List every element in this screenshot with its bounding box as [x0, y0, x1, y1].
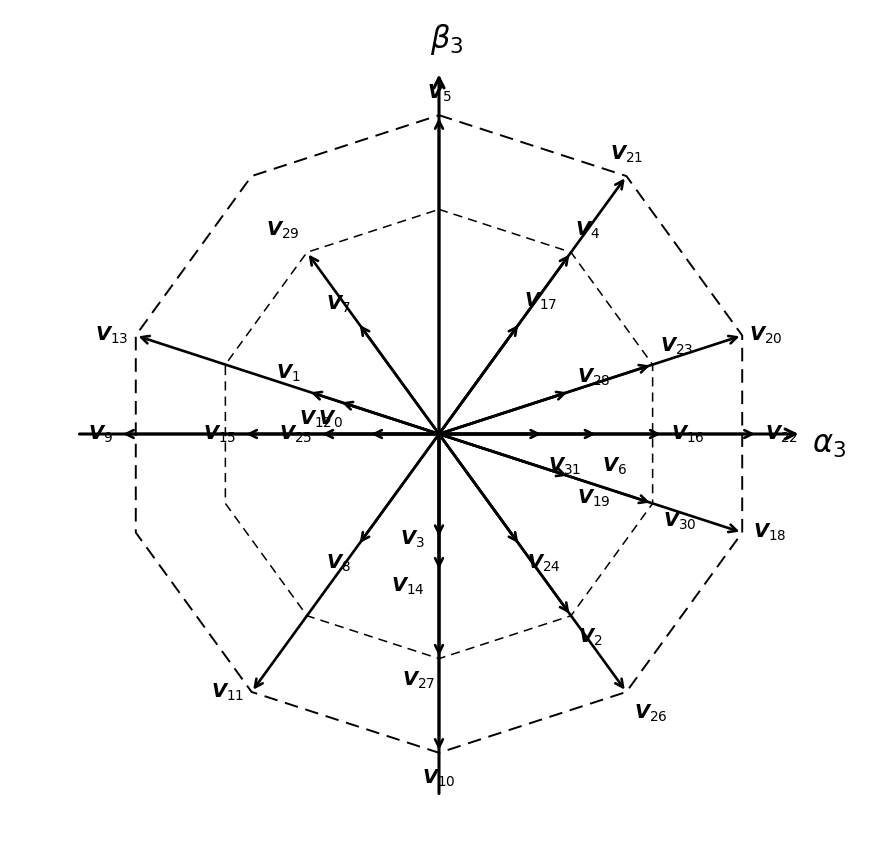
Text: $\boldsymbol{V}_{9}$: $\boldsymbol{V}_{9}$: [88, 424, 113, 444]
Text: $\boldsymbol{V}_{4}$: $\boldsymbol{V}_{4}$: [574, 220, 599, 241]
Text: $\boldsymbol{V}_{22}$: $\boldsymbol{V}_{22}$: [764, 424, 797, 444]
Text: $\alpha_3$: $\alpha_3$: [811, 430, 845, 460]
Text: $\boldsymbol{V}_{0}$: $\boldsymbol{V}_{0}$: [317, 409, 343, 431]
Text: $\boldsymbol{V}_{10}$: $\boldsymbol{V}_{10}$: [422, 767, 455, 789]
Text: $\boldsymbol{V}_{18}$: $\boldsymbol{V}_{18}$: [752, 522, 786, 543]
Text: $\boldsymbol{V}_{24}$: $\boldsymbol{V}_{24}$: [526, 553, 560, 574]
Text: $\boldsymbol{V}_{6}$: $\boldsymbol{V}_{6}$: [602, 456, 626, 477]
Text: $\boldsymbol{V}_{5}$: $\boldsymbol{V}_{5}$: [426, 83, 451, 104]
Text: $\boldsymbol{V}_{29}$: $\boldsymbol{V}_{29}$: [266, 220, 299, 241]
Text: $\boldsymbol{V}_{8}$: $\boldsymbol{V}_{8}$: [325, 553, 351, 574]
Text: $\boldsymbol{V}_{23}$: $\boldsymbol{V}_{23}$: [660, 336, 693, 358]
Text: $\beta_3$: $\beta_3$: [429, 23, 462, 57]
Text: $\boldsymbol{V}_{31}$: $\boldsymbol{V}_{31}$: [547, 456, 581, 477]
Text: $\boldsymbol{V}_{17}$: $\boldsymbol{V}_{17}$: [523, 291, 556, 312]
Text: $\boldsymbol{V}_{28}$: $\boldsymbol{V}_{28}$: [576, 366, 610, 388]
Text: $\boldsymbol{V}_{11}$: $\boldsymbol{V}_{11}$: [210, 681, 244, 702]
Text: $\boldsymbol{V}_{13}$: $\boldsymbol{V}_{13}$: [95, 325, 128, 346]
Text: $\boldsymbol{V}_{7}$: $\boldsymbol{V}_{7}$: [325, 294, 351, 315]
Text: $\boldsymbol{V}_{2}$: $\boldsymbol{V}_{2}$: [578, 627, 602, 648]
Text: $\boldsymbol{V}_{3}$: $\boldsymbol{V}_{3}$: [399, 529, 424, 549]
Text: $\boldsymbol{V}_{27}$: $\boldsymbol{V}_{27}$: [402, 669, 435, 691]
Text: $\boldsymbol{V}_{21}$: $\boldsymbol{V}_{21}$: [609, 144, 642, 165]
Text: $\boldsymbol{V}_{26}$: $\boldsymbol{V}_{26}$: [633, 703, 667, 724]
Text: $\boldsymbol{V}_{16}$: $\boldsymbol{V}_{16}$: [670, 424, 704, 444]
Text: $\boldsymbol{V}_{14}$: $\boldsymbol{V}_{14}$: [390, 575, 424, 596]
Text: $\boldsymbol{V}_{1}$: $\boldsymbol{V}_{1}$: [276, 363, 301, 385]
Text: $\boldsymbol{V}_{19}$: $\boldsymbol{V}_{19}$: [576, 488, 610, 509]
Text: $\boldsymbol{V}_{15}$: $\boldsymbol{V}_{15}$: [203, 424, 236, 444]
Text: $\boldsymbol{V}_{30}$: $\boldsymbol{V}_{30}$: [663, 510, 696, 532]
Text: $\boldsymbol{V}_{12}$: $\boldsymbol{V}_{12}$: [298, 409, 332, 430]
Text: $\boldsymbol{V}_{25}$: $\boldsymbol{V}_{25}$: [278, 424, 312, 444]
Text: $\boldsymbol{V}_{20}$: $\boldsymbol{V}_{20}$: [749, 325, 782, 346]
